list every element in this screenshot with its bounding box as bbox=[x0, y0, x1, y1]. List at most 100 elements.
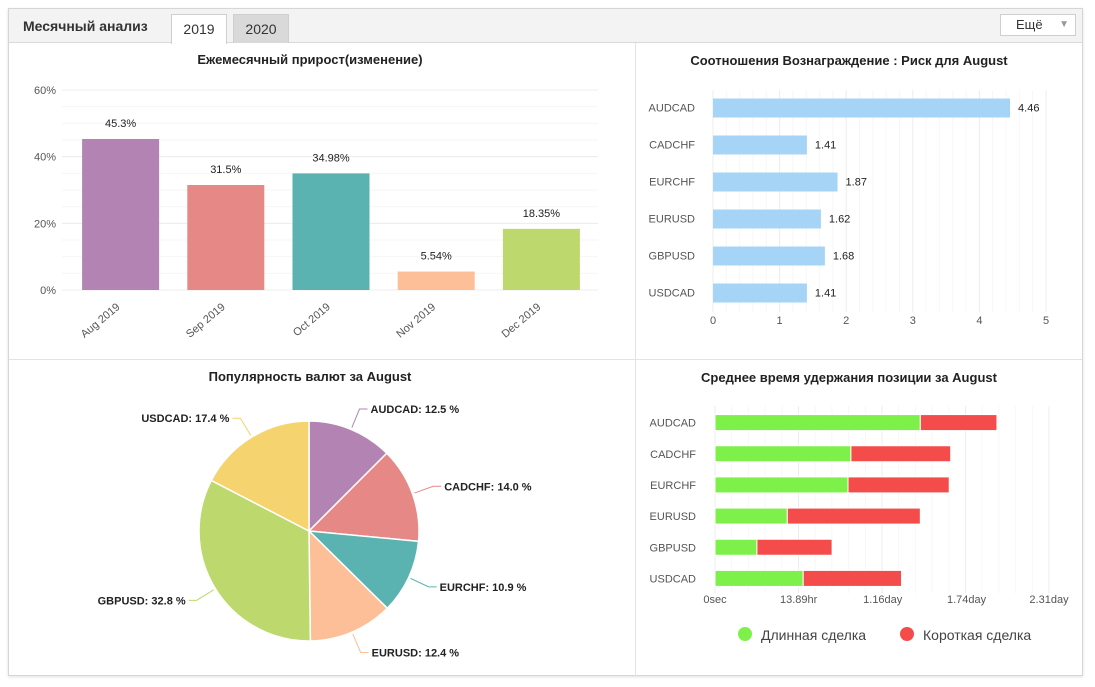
bar bbox=[187, 185, 265, 290]
bar bbox=[82, 139, 160, 290]
bar bbox=[713, 135, 807, 155]
bar-value-label: 31.5% bbox=[210, 164, 241, 176]
legend-marker bbox=[738, 627, 752, 641]
pie-slice-label: CADCHF: 14.0 % bbox=[444, 481, 532, 493]
bar-value-label: 1.87 bbox=[846, 177, 867, 189]
pie-leader-line bbox=[410, 577, 437, 588]
stacked-bar-segment bbox=[714, 569, 804, 587]
x-tick-label: Dec 2019 bbox=[500, 301, 544, 340]
bar bbox=[397, 271, 475, 290]
legend-label: Короткая сделка bbox=[923, 627, 1031, 643]
y-tick-label: AUDCAD bbox=[649, 103, 696, 115]
more-dropdown-label: Ещё bbox=[1016, 17, 1043, 32]
y-tick-label: AUDCAD bbox=[650, 418, 697, 430]
bar-value-label: 1.41 bbox=[815, 140, 836, 152]
stacked-bar-segment bbox=[802, 569, 903, 587]
stacked-bar-segment bbox=[756, 538, 833, 556]
pie-leader-line bbox=[232, 417, 252, 436]
stacked-bar-segment bbox=[714, 414, 921, 432]
pie-leader-line bbox=[352, 633, 369, 653]
pie-slice-label: EURUSD: 12.4 % bbox=[372, 647, 460, 659]
x-tick-label: 1 bbox=[777, 315, 783, 327]
pie-slice-label: EURCHF: 10.9 % bbox=[440, 582, 527, 594]
x-tick-label: 1.74day bbox=[947, 594, 987, 606]
x-tick-label: 5 bbox=[1043, 315, 1049, 327]
y-tick-label: CADCHF bbox=[650, 449, 696, 461]
tab-2019[interactable]: 2019 bbox=[171, 14, 227, 44]
bar bbox=[713, 246, 825, 266]
x-tick-label: Sep 2019 bbox=[184, 301, 228, 340]
y-tick-label: 40% bbox=[34, 152, 56, 164]
x-tick-label: Oct 2019 bbox=[291, 301, 333, 339]
x-tick-label: 2.31day bbox=[1029, 594, 1069, 606]
y-tick-label: CADCHF bbox=[649, 140, 695, 152]
y-tick-label: GBPUSD bbox=[650, 542, 697, 554]
bar-value-label: 18.35% bbox=[523, 208, 561, 220]
x-tick-label: 3 bbox=[910, 315, 916, 327]
pie-slice bbox=[210, 420, 310, 533]
y-tick-label: EURCHF bbox=[650, 480, 696, 492]
stacked-bar-segment bbox=[714, 538, 758, 556]
stacked-bar-segment bbox=[714, 507, 788, 525]
horizontal-divider bbox=[9, 359, 1082, 360]
pie-slice-label: GBPUSD: 32.8 % bbox=[98, 595, 186, 607]
popularity-chart-title: Популярность валют за August bbox=[208, 369, 412, 384]
pie-leader-line bbox=[414, 485, 442, 494]
pie-slice-label: USDCAD: 17.4 % bbox=[141, 413, 229, 425]
bar-value-label: 1.41 bbox=[815, 288, 836, 300]
pie-slice-label: AUDCAD: 12.5 % bbox=[371, 404, 460, 416]
stacked-bar-segment bbox=[847, 476, 950, 494]
x-tick-label: 0sec bbox=[703, 594, 727, 606]
y-tick-label: USDCAD bbox=[650, 573, 697, 585]
chevron-down-icon: ▼ bbox=[1059, 19, 1069, 30]
bar bbox=[713, 209, 821, 229]
stacked-bar-segment bbox=[786, 507, 921, 525]
pie-leader-line bbox=[351, 408, 368, 428]
stacked-bar-segment bbox=[919, 414, 998, 432]
x-tick-label: 4 bbox=[976, 315, 982, 327]
y-tick-label: EURCHF bbox=[649, 177, 695, 189]
bar bbox=[502, 228, 580, 290]
bar-value-label: 34.98% bbox=[312, 152, 350, 164]
y-tick-label: 20% bbox=[34, 218, 56, 230]
legend-marker bbox=[900, 627, 914, 641]
x-tick-label: 1.16day bbox=[863, 594, 903, 606]
monthly-chart-title: Ежемесячный прирост(изменение) bbox=[197, 52, 423, 67]
stacked-bar-segment bbox=[714, 445, 852, 463]
y-tick-label: 60% bbox=[34, 85, 56, 97]
panel-title: Месячный анализ bbox=[23, 18, 148, 34]
y-tick-label: EURUSD bbox=[649, 214, 696, 226]
x-tick-label: 13.89hr bbox=[780, 594, 818, 606]
panel-header: Месячный анализ 2019 2020 Ещё ▼ bbox=[9, 9, 1082, 44]
stacked-bar-segment bbox=[850, 445, 952, 463]
bar-value-label: 5.54% bbox=[421, 251, 452, 263]
monthly-analysis-panel: Месячный анализ 2019 2020 Ещё ▼ bbox=[8, 8, 1083, 676]
more-dropdown[interactable]: Ещё ▼ bbox=[1000, 14, 1076, 36]
pie-leader-line bbox=[188, 589, 214, 601]
x-tick-label: Aug 2019 bbox=[79, 301, 123, 340]
bar-value-label: 45.3% bbox=[105, 118, 136, 130]
pie-slice bbox=[308, 420, 388, 533]
bar-value-label: 4.46 bbox=[1018, 103, 1039, 115]
bar bbox=[292, 173, 370, 290]
bar bbox=[713, 172, 838, 192]
bar bbox=[713, 283, 807, 303]
x-tick-label: 2 bbox=[843, 315, 849, 327]
pie-slice bbox=[306, 530, 420, 610]
bar-value-label: 1.62 bbox=[829, 214, 850, 226]
stacked-bar-segment bbox=[714, 476, 849, 494]
y-tick-label: GBPUSD bbox=[649, 251, 696, 263]
reward-risk-chart-title: Соотношения Вознаграждение : Риск для Au… bbox=[690, 53, 1008, 68]
pie-slice bbox=[308, 529, 389, 642]
bar-value-label: 1.68 bbox=[833, 251, 854, 263]
x-tick-label: Nov 2019 bbox=[394, 301, 438, 340]
y-tick-label: EURUSD bbox=[650, 511, 697, 523]
holding-time-chart-title: Среднее время удержания позиции за Augus… bbox=[701, 370, 997, 385]
tab-2020[interactable]: 2020 bbox=[233, 14, 289, 43]
y-tick-label: 0% bbox=[40, 285, 56, 297]
pie-slice bbox=[198, 479, 312, 642]
x-tick-label: 0 bbox=[710, 315, 716, 327]
pie-slice bbox=[307, 452, 420, 543]
bar bbox=[713, 98, 1011, 118]
